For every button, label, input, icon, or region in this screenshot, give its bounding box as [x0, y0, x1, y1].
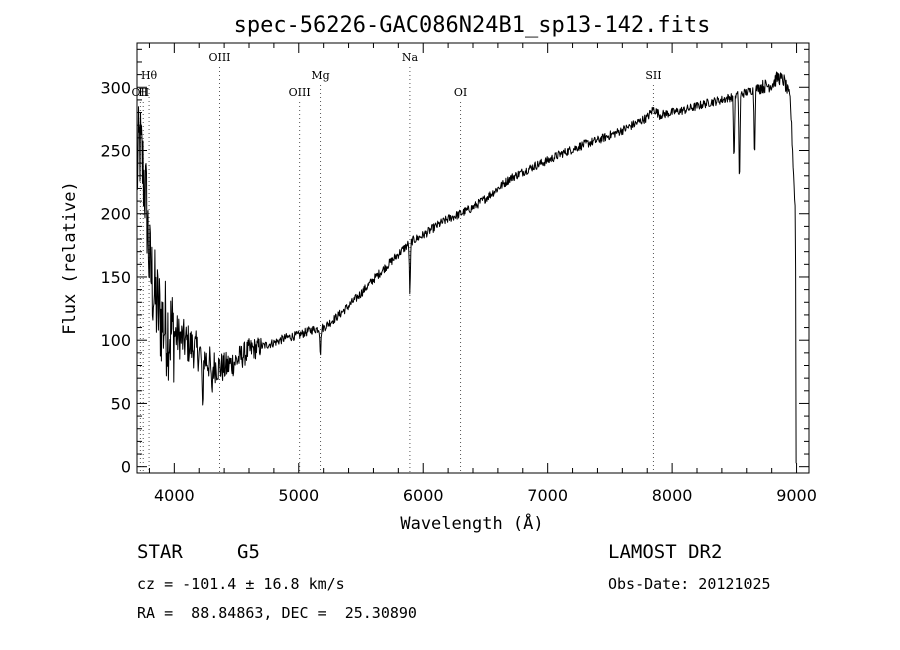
- survey-name: LAMOST DR2: [608, 541, 723, 563]
- x-tick-label: 9000: [776, 486, 817, 505]
- spectrum-line: [136, 71, 797, 464]
- y-tick-label: 50: [111, 394, 131, 413]
- spectral-line-label: OI: [454, 86, 467, 99]
- spectral-line-label: Mg: [311, 69, 329, 82]
- coordinates: RA = 88.84863, DEC = 25.30890: [137, 604, 417, 622]
- y-tick-label: 100: [100, 331, 131, 350]
- spectral-line-label: OII: [132, 86, 150, 99]
- y-tick-label: 250: [100, 142, 131, 161]
- axis-ticks: [137, 43, 809, 473]
- x-tick-label: 5000: [278, 486, 319, 505]
- chart-title: spec-56226-GAC086N24B1_sp13-142.fits: [234, 13, 711, 38]
- observation-date: Obs-Date: 20121025: [608, 575, 771, 593]
- y-tick-label: 300: [100, 78, 131, 97]
- spectral-line-label: SII: [645, 69, 661, 82]
- y-tick-label: 200: [100, 205, 131, 224]
- x-tick-label: 4000: [154, 486, 195, 505]
- redshift-velocity: cz = -101.4 ± 16.8 km/s: [137, 575, 345, 593]
- spectral-line-label: H: [138, 86, 148, 99]
- spectral-line-markers: [139, 67, 654, 473]
- y-tick-label: 0: [121, 458, 131, 477]
- axis-tick-labels: 4000 5000 6000 7000 8000 9000 0 50 100 150 200 250 3…: [100, 78, 816, 505]
- spectral-line-label: OIII: [208, 51, 230, 64]
- x-axis-label: Wavelength (Å): [400, 512, 543, 534]
- plot-frame: [136, 42, 810, 474]
- object-class: STAR: [137, 541, 183, 563]
- y-tick-label: 150: [100, 268, 131, 287]
- spectral-line-label: Na: [402, 51, 419, 64]
- x-tick-label: 8000: [652, 486, 693, 505]
- spectral-line-label: Hθ: [141, 69, 158, 82]
- x-tick-label: 7000: [527, 486, 568, 505]
- spectral-line-label: OIII: [289, 86, 311, 99]
- y-axis-label: Flux (relative): [60, 181, 80, 335]
- x-tick-label: 6000: [403, 486, 444, 505]
- object-subclass: G5: [237, 541, 260, 563]
